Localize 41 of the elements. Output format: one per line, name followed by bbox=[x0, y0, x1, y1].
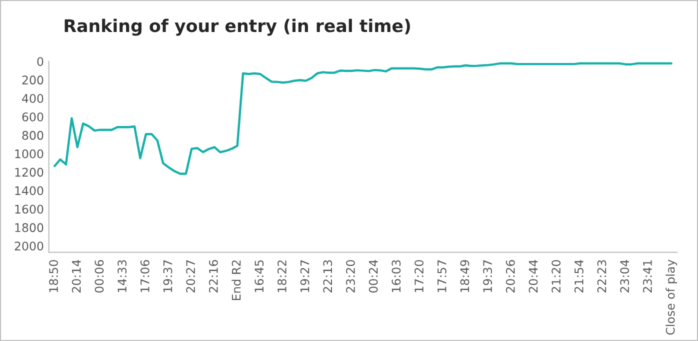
x-tick-label: 14:33 bbox=[118, 260, 127, 292]
x-tick-label: 21:54 bbox=[574, 260, 584, 292]
y-tick-label: 1400 bbox=[15, 186, 44, 196]
x-tick-label: 16:45 bbox=[254, 260, 264, 292]
y-tick-label: 400 bbox=[22, 94, 44, 103]
y-tick-label: 2000 bbox=[14, 242, 44, 251]
y-tick-label: 1800 bbox=[15, 223, 44, 232]
x-tick-label: 20:44 bbox=[528, 260, 538, 292]
x-tick-label: 22:13 bbox=[323, 260, 332, 292]
x-tick-label: Close of play bbox=[666, 260, 678, 335]
x-tick-label: 23:04 bbox=[620, 260, 630, 292]
x-tick-label: End R2 bbox=[232, 260, 241, 300]
x-tick-label: 19:37 bbox=[163, 260, 172, 292]
y-tick-label: 200 bbox=[22, 76, 44, 84]
y-tick-label: 1000 bbox=[15, 149, 44, 158]
x-tick-label: 18:50 bbox=[49, 260, 58, 292]
x-tick-label: 17:20 bbox=[414, 260, 424, 292]
x-tick-label: 18:49 bbox=[460, 260, 470, 292]
x-tick-label: 19:37 bbox=[483, 260, 492, 292]
x-tick-label: 17:06 bbox=[140, 260, 150, 292]
x-tick-label: 18:22 bbox=[278, 260, 286, 292]
x-tick-label: 23:41 bbox=[643, 260, 652, 292]
x-tick-label: 19:27 bbox=[300, 260, 310, 292]
x-tick-label: 17:57 bbox=[438, 260, 446, 292]
x-tick-label: 23:20 bbox=[346, 260, 355, 292]
x-tick-label: 20:26 bbox=[506, 260, 515, 292]
chart-title: Ranking of your entry (in real time) bbox=[64, 18, 410, 36]
x-tick-label: 16:03 bbox=[392, 260, 401, 292]
x-tick-label: 22:23 bbox=[597, 260, 606, 292]
x-tick-label: 00:24 bbox=[368, 260, 378, 293]
y-tick-label: 1200 bbox=[15, 168, 44, 177]
x-tick-label: 21:20 bbox=[552, 260, 561, 292]
y-tick-label: 800 bbox=[22, 130, 44, 140]
x-tick-label: 20:27 bbox=[186, 260, 196, 292]
x-tick-label: 00:06 bbox=[94, 260, 104, 293]
line-series bbox=[53, 62, 672, 175]
x-tick-label: 22:16 bbox=[208, 260, 218, 292]
y-tick-label: 600 bbox=[22, 112, 44, 122]
x-tick-label: 20:14 bbox=[72, 260, 81, 292]
y-tick-label: 1600 bbox=[15, 204, 44, 214]
y-tick-label: 0 bbox=[37, 57, 44, 66]
